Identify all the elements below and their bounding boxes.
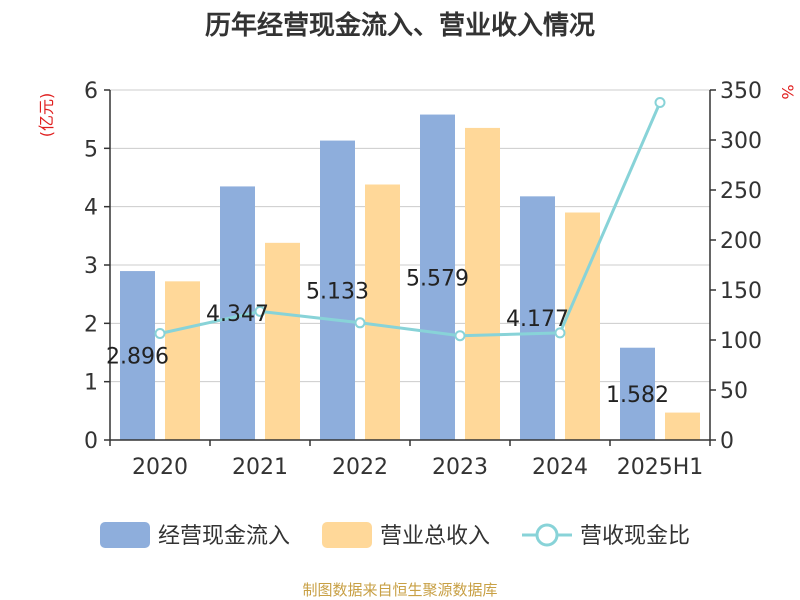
bar-cash-inflow bbox=[320, 140, 355, 440]
bar-cash-inflow bbox=[420, 114, 455, 440]
data-label: 5.133 bbox=[306, 279, 369, 304]
ratio-line bbox=[154, 97, 666, 342]
x-tick-label: 2023 bbox=[432, 455, 488, 480]
x-tick-label: 2024 bbox=[532, 455, 588, 480]
x-tick-label: 2025H1 bbox=[617, 455, 704, 480]
data-label: 1.582 bbox=[606, 383, 669, 408]
right-tick-label: 250 bbox=[720, 179, 762, 204]
legend-label: 经营现金流入 bbox=[158, 524, 290, 549]
ratio-point bbox=[654, 97, 666, 108]
left-axis-unit: (亿元) bbox=[37, 93, 56, 138]
data-labels: 2.896 4.347 5.133 5.579 4.177 1.582 bbox=[106, 266, 669, 408]
right-tick-label: 100 bbox=[720, 329, 762, 354]
source-note: 制图数据来自恒生聚源数据库 bbox=[302, 581, 497, 599]
legend-marker bbox=[535, 523, 559, 547]
left-tick-label: 5 bbox=[84, 137, 98, 162]
x-tick-label: 2022 bbox=[332, 455, 388, 480]
ratio-point bbox=[154, 328, 166, 339]
legend-label: 营业总收入 bbox=[380, 524, 490, 549]
right-tick-label: 0 bbox=[720, 429, 734, 454]
right-tick-label: 50 bbox=[720, 379, 748, 404]
right-tick-label: 300 bbox=[720, 129, 762, 154]
axes: 0 1 2 3 4 5 6 0 50 100 150 200 250 300 350 2020 2021 2022… bbox=[84, 79, 762, 480]
bar-revenue bbox=[265, 242, 300, 440]
left-tick-label: 2 bbox=[84, 312, 98, 337]
data-label: 4.347 bbox=[206, 302, 269, 327]
right-axis-unit: % bbox=[778, 84, 797, 99]
legend-swatch bbox=[100, 522, 150, 548]
bar-revenue bbox=[465, 127, 500, 441]
right-tick-label: 150 bbox=[720, 279, 762, 304]
data-label: 5.579 bbox=[406, 266, 469, 291]
bar-revenue bbox=[665, 412, 700, 440]
bar-cash-inflow bbox=[620, 347, 655, 440]
ratio-point bbox=[554, 327, 566, 339]
ratio-line-path bbox=[159, 101, 662, 338]
chart-title: 历年经营现金流入、营业收入情况 bbox=[205, 10, 595, 41]
legend-label: 营收现金比 bbox=[580, 524, 690, 549]
left-tick-label: 6 bbox=[84, 79, 98, 104]
ratio-point bbox=[454, 330, 466, 342]
x-tick-label: 2021 bbox=[232, 455, 288, 480]
legend-swatch bbox=[322, 522, 372, 548]
bar-revenue bbox=[165, 281, 200, 440]
legend: 经营现金流入 营业总收入 营收现金比 bbox=[100, 522, 690, 549]
data-label: 2.896 bbox=[106, 345, 169, 370]
bar-revenue bbox=[365, 184, 400, 440]
data-label: 4.177 bbox=[506, 307, 569, 332]
bars bbox=[120, 114, 700, 441]
bar-cash-inflow bbox=[120, 271, 155, 440]
left-tick-label: 1 bbox=[84, 371, 98, 396]
left-tick-label: 0 bbox=[84, 429, 98, 454]
bar-revenue bbox=[565, 212, 600, 440]
x-tick-label: 2020 bbox=[132, 455, 188, 480]
right-tick-label: 350 bbox=[720, 79, 762, 104]
right-tick-label: 200 bbox=[720, 229, 762, 254]
bar-cash-inflow bbox=[520, 196, 555, 440]
ratio-point bbox=[354, 317, 366, 329]
ratio-point bbox=[254, 305, 266, 317]
left-tick-label: 3 bbox=[84, 254, 98, 279]
left-tick-label: 4 bbox=[84, 196, 98, 221]
